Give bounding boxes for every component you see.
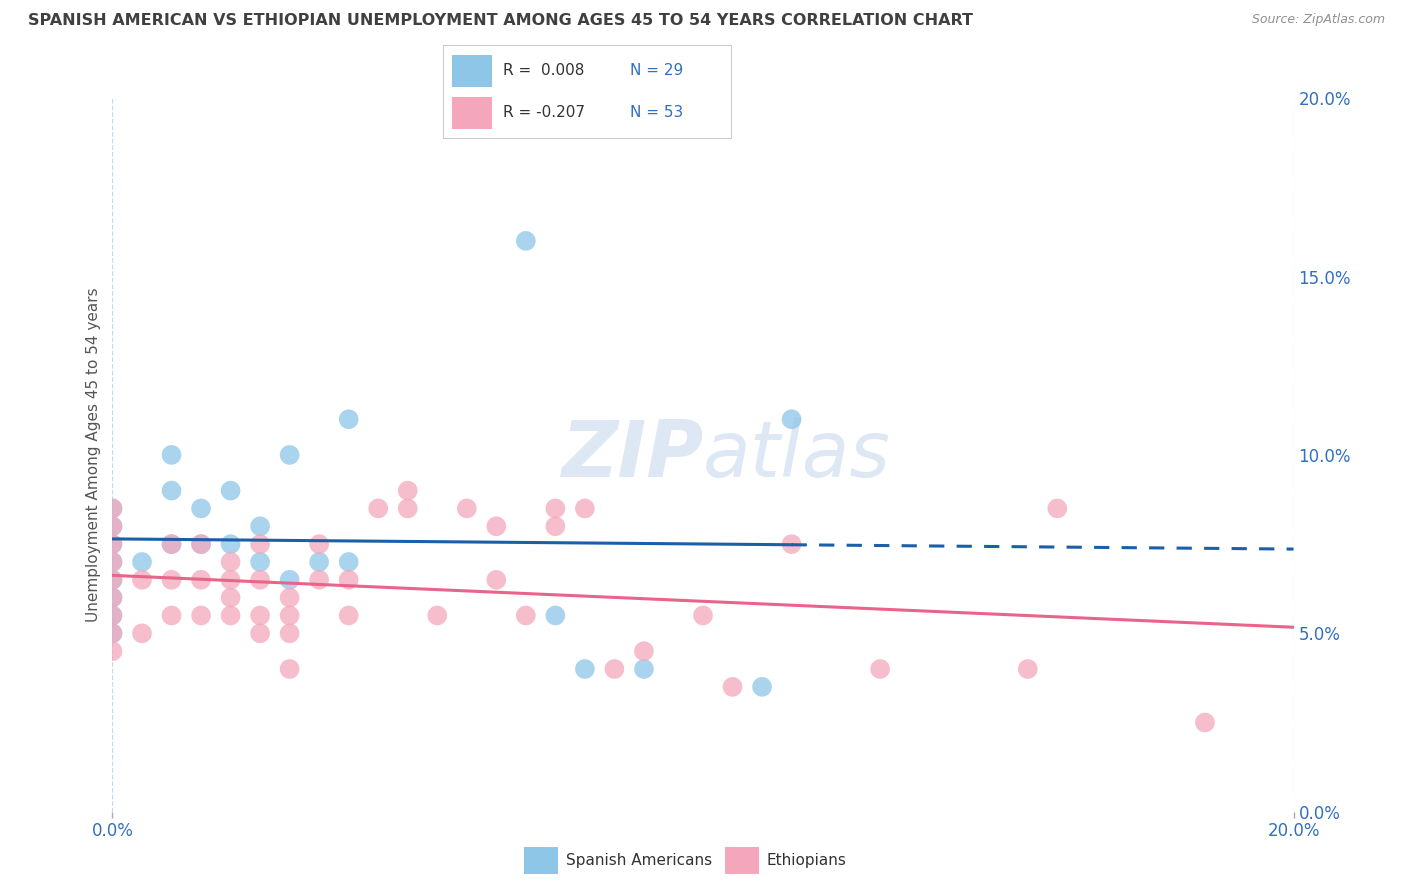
Point: [721, 680, 744, 694]
Point: [1017, 662, 1039, 676]
Point: [869, 662, 891, 676]
Point: [485, 573, 508, 587]
Point: [101, 608, 124, 623]
Text: R = -0.207: R = -0.207: [503, 105, 585, 120]
Text: Ethiopians: Ethiopians: [768, 854, 846, 868]
Point: [219, 608, 242, 623]
Point: [160, 608, 183, 623]
Text: N = 53: N = 53: [630, 105, 683, 120]
Point: [101, 608, 124, 623]
Point: [101, 501, 124, 516]
Point: [160, 448, 183, 462]
Point: [278, 608, 301, 623]
Point: [101, 537, 124, 551]
Point: [101, 644, 124, 658]
Point: [1046, 501, 1069, 516]
Point: [1194, 715, 1216, 730]
Point: [131, 555, 153, 569]
Point: [544, 501, 567, 516]
Point: [101, 519, 124, 533]
Point: [396, 483, 419, 498]
Point: [249, 555, 271, 569]
Point: [249, 608, 271, 623]
Y-axis label: Unemployment Among Ages 45 to 54 years: Unemployment Among Ages 45 to 54 years: [86, 287, 101, 623]
Point: [367, 501, 389, 516]
Text: N = 29: N = 29: [630, 63, 683, 78]
Point: [160, 537, 183, 551]
Text: Source: ZipAtlas.com: Source: ZipAtlas.com: [1251, 13, 1385, 27]
Point: [190, 537, 212, 551]
Point: [633, 644, 655, 658]
Point: [308, 555, 330, 569]
Point: [249, 537, 271, 551]
Point: [219, 573, 242, 587]
Point: [337, 573, 360, 587]
Point: [692, 608, 714, 623]
Point: [101, 537, 124, 551]
Point: [249, 626, 271, 640]
Point: [190, 537, 212, 551]
Point: [101, 555, 124, 569]
Text: atlas: atlas: [703, 417, 891, 493]
Point: [190, 608, 212, 623]
Point: [219, 555, 242, 569]
Point: [101, 573, 124, 587]
Point: [278, 448, 301, 462]
Point: [101, 626, 124, 640]
Point: [160, 573, 183, 587]
Point: [308, 537, 330, 551]
Point: [396, 501, 419, 516]
Text: R =  0.008: R = 0.008: [503, 63, 585, 78]
Point: [337, 608, 360, 623]
Point: [278, 662, 301, 676]
Point: [780, 412, 803, 426]
Point: [780, 537, 803, 551]
Point: [131, 626, 153, 640]
Point: [160, 537, 183, 551]
Point: [515, 234, 537, 248]
Point: [574, 662, 596, 676]
Point: [633, 662, 655, 676]
Point: [101, 519, 124, 533]
Point: [131, 573, 153, 587]
Point: [219, 591, 242, 605]
Bar: [524, 847, 558, 874]
Point: [278, 591, 301, 605]
Point: [278, 626, 301, 640]
Point: [160, 483, 183, 498]
Point: [101, 591, 124, 605]
Point: [426, 608, 449, 623]
Point: [101, 555, 124, 569]
Point: [751, 680, 773, 694]
Point: [249, 573, 271, 587]
Point: [190, 573, 212, 587]
Point: [101, 591, 124, 605]
Point: [101, 573, 124, 587]
Point: [544, 608, 567, 623]
Text: Spanish Americans: Spanish Americans: [565, 854, 711, 868]
Point: [337, 412, 360, 426]
FancyBboxPatch shape: [451, 97, 492, 129]
Point: [574, 501, 596, 516]
Point: [603, 662, 626, 676]
Point: [308, 573, 330, 587]
Point: [337, 555, 360, 569]
Point: [101, 626, 124, 640]
Point: [515, 608, 537, 623]
Point: [485, 519, 508, 533]
FancyBboxPatch shape: [451, 55, 492, 87]
Point: [278, 573, 301, 587]
Point: [544, 519, 567, 533]
Point: [249, 519, 271, 533]
Point: [190, 501, 212, 516]
Point: [456, 501, 478, 516]
Point: [219, 537, 242, 551]
Text: SPANISH AMERICAN VS ETHIOPIAN UNEMPLOYMENT AMONG AGES 45 TO 54 YEARS CORRELATION: SPANISH AMERICAN VS ETHIOPIAN UNEMPLOYME…: [28, 13, 973, 29]
Text: ZIP: ZIP: [561, 417, 703, 493]
Bar: [725, 847, 759, 874]
Point: [101, 501, 124, 516]
Point: [219, 483, 242, 498]
